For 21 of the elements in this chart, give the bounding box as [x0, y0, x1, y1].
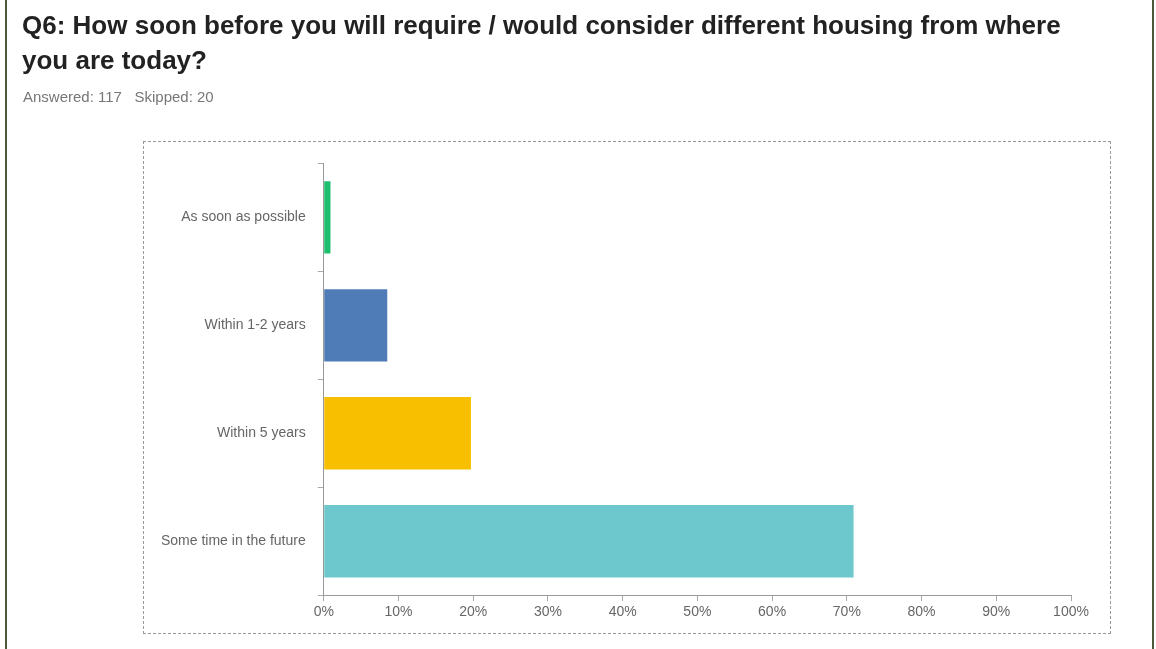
- x-tick-label: 10%: [384, 603, 413, 620]
- y-tick-label: Within 5 years: [217, 424, 306, 441]
- bar: [324, 397, 471, 470]
- x-tick-label: 0%: [313, 603, 334, 620]
- bar: [324, 289, 388, 362]
- x-tick-label: 90%: [982, 603, 1011, 620]
- y-tick-label: As soon as possible: [181, 208, 306, 225]
- y-tick-label: Some time in the future: [160, 532, 306, 549]
- bar: [324, 181, 331, 254]
- x-tick-label: 100%: [1053, 603, 1089, 620]
- x-tick-label: 60%: [758, 603, 787, 620]
- x-tick-label: 70%: [832, 603, 861, 620]
- x-tick-label: 40%: [608, 603, 637, 620]
- bar: [324, 505, 854, 578]
- chart-title: Q6: How soon before you will require / would consider different housing from where you are today?: [22, 9, 1062, 77]
- y-tick-label: Within 1-2 years: [204, 316, 306, 333]
- x-tick-label: 20%: [459, 603, 488, 620]
- x-tick-label: 80%: [907, 603, 936, 620]
- x-tick-label: 30%: [533, 603, 562, 620]
- x-tick-label: 50%: [683, 603, 712, 620]
- text: Answered: 117 Skipped: 20: [23, 88, 214, 105]
